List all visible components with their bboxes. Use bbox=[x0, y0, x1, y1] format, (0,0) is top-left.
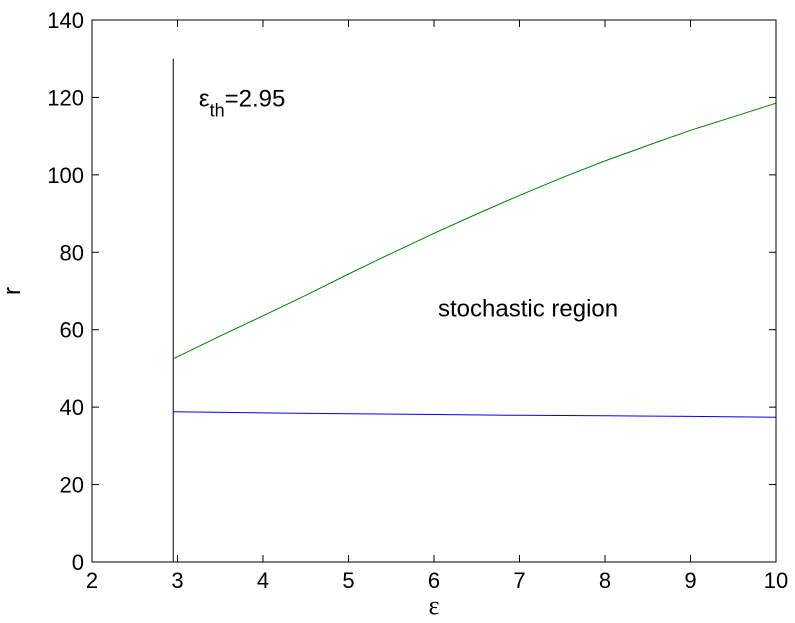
y-tick-label: 120 bbox=[47, 85, 84, 110]
x-tick-label: 2 bbox=[86, 568, 98, 593]
series-line-0 bbox=[172, 102, 777, 360]
x-axis: 2 3 4 5 6 7 8 9 10 bbox=[86, 20, 788, 593]
y-axis: 0 20 40 60 80 100 120 140 bbox=[47, 8, 776, 575]
y-tick-label: 60 bbox=[60, 318, 84, 343]
x-tick-label: 6 bbox=[428, 568, 440, 593]
y-tick-label: 40 bbox=[60, 395, 84, 420]
x-tick-label: 10 bbox=[764, 568, 788, 593]
threshold-label-value: =2.95 bbox=[225, 85, 286, 112]
y-tick-label: 0 bbox=[72, 550, 84, 575]
y-tick-label: 20 bbox=[60, 473, 84, 498]
x-tick-label: 7 bbox=[513, 568, 525, 593]
y-tick-label: 100 bbox=[47, 163, 84, 188]
plot-area bbox=[172, 58, 777, 562]
x-tick-label: 9 bbox=[684, 568, 696, 593]
x-tick-label: 8 bbox=[599, 568, 611, 593]
annotations: εth=2.95 stochastic region bbox=[199, 85, 618, 322]
threshold-label-symbol: ε bbox=[199, 85, 210, 112]
region-annotation: stochastic region bbox=[438, 295, 618, 322]
x-tick-label: 4 bbox=[257, 568, 269, 593]
x-tick-label: 5 bbox=[342, 568, 354, 593]
threshold-label: εth=2.95 bbox=[199, 85, 285, 120]
y-tick-label: 140 bbox=[47, 8, 84, 33]
y-tick-label: 80 bbox=[60, 240, 84, 265]
threshold-label-subscript: th bbox=[210, 100, 225, 120]
y-axis-label: r bbox=[0, 287, 26, 295]
series-line-1 bbox=[173, 411, 777, 418]
x-tick-label: 3 bbox=[171, 568, 183, 593]
x-axis-label: ε bbox=[429, 591, 440, 620]
